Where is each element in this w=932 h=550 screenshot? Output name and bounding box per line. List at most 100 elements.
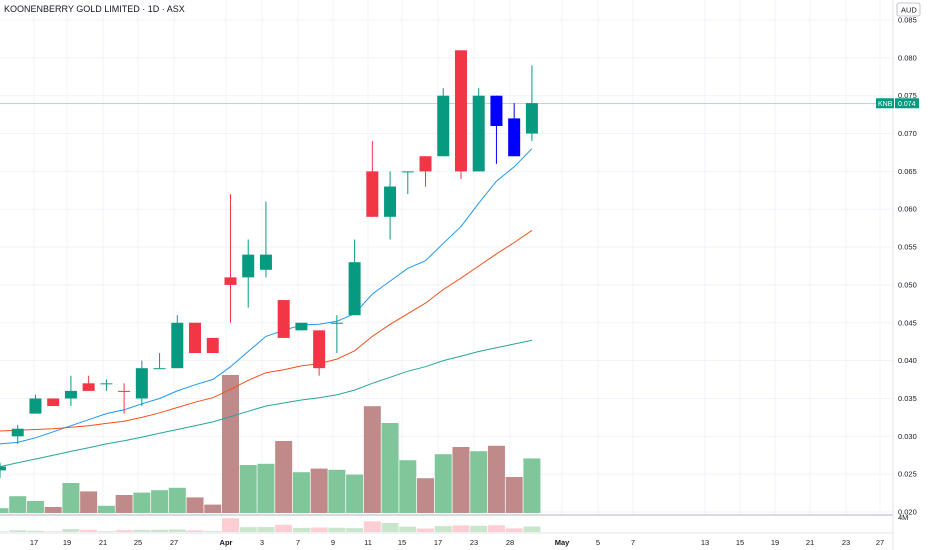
candle-body — [29, 398, 42, 414]
candle-body — [135, 368, 148, 399]
candle-body — [189, 322, 202, 354]
candle-body — [348, 262, 361, 316]
time-tick-label: 15 — [736, 538, 744, 547]
candles — [0, 50, 538, 478]
candle — [189, 322, 202, 354]
candle — [366, 141, 379, 217]
candle — [313, 330, 326, 376]
price-axis[interactable]: 0.085 0.080 0.075 0.070 0.065 0.060 0.055 0.050… — [898, 16, 917, 517]
sub-volume-bar — [26, 530, 44, 532]
time-tick-label: 15 — [398, 538, 406, 547]
volume-bar — [363, 406, 381, 513]
price-tick-label: 0.030 — [898, 432, 917, 441]
candle-body — [82, 383, 95, 391]
currency-box[interactable] — [896, 2, 921, 17]
volume-bar — [523, 458, 541, 513]
candle — [490, 95, 503, 164]
time-tick-label: 27 — [876, 538, 884, 547]
candle — [419, 156, 432, 187]
price-tick-label: 0.085 — [898, 16, 917, 25]
candle-body — [330, 322, 343, 324]
candle — [206, 337, 219, 354]
sub-volume-bar — [292, 527, 310, 532]
time-tick-label: 21 — [99, 538, 107, 547]
candle-body — [508, 118, 521, 157]
sub-volume-bar — [257, 527, 275, 532]
volume-sub-pane — [0, 518, 541, 532]
sub-volume-bar — [80, 529, 98, 532]
price-tick-label: 0.060 — [898, 205, 917, 214]
volume-bar — [381, 423, 399, 513]
candle-body — [224, 277, 237, 285]
volume-bar — [452, 447, 470, 513]
time-tick-label: 19 — [63, 538, 71, 547]
volume-bar — [292, 472, 310, 513]
time-tick-label: 23 — [470, 538, 478, 547]
price-tick-label: 0.035 — [898, 394, 917, 403]
candle-body — [472, 95, 485, 172]
candle — [153, 353, 166, 370]
candle-body — [313, 330, 326, 369]
time-tick-label: May — [555, 538, 570, 547]
sub-volume-bar — [310, 527, 328, 532]
time-tick-label: 19 — [771, 538, 779, 547]
candle-body — [118, 390, 131, 392]
price-tag-text: 0.074 — [898, 101, 916, 108]
candle-body — [0, 466, 6, 471]
candle — [82, 375, 95, 391]
time-tick-label: 5 — [596, 538, 600, 547]
candle-body — [419, 156, 432, 172]
chart-title: KOONENBERRY GOLD LIMITED · 1D · ASX — [4, 4, 185, 14]
volume-bar — [434, 454, 452, 513]
time-tick-label: 17 — [434, 538, 442, 547]
volume-bar — [115, 495, 133, 513]
volume-bar — [62, 483, 80, 513]
candle-body — [295, 322, 308, 331]
price-tick-label: 0.025 — [898, 470, 917, 479]
time-tick-label: 17 — [30, 538, 38, 547]
time-tick-label: 27 — [170, 538, 178, 547]
sub-volume-bar — [363, 521, 381, 532]
candle-body — [47, 398, 60, 407]
candle-body — [437, 95, 450, 157]
candle-body — [206, 337, 219, 354]
time-tick-label: 7 — [296, 538, 300, 547]
volume-bar — [26, 501, 44, 513]
candle-body — [259, 254, 272, 270]
candle — [384, 171, 397, 240]
candle — [525, 65, 538, 142]
candle — [171, 315, 184, 369]
price-tick-label: 0.055 — [898, 243, 917, 252]
candle — [64, 375, 77, 407]
candle — [47, 398, 60, 407]
price-tick-label: 0.065 — [898, 167, 917, 176]
candle-body — [366, 171, 379, 217]
volume-bar — [328, 469, 346, 513]
candle-body — [384, 186, 397, 217]
candle — [118, 383, 131, 414]
volume-bar — [44, 507, 62, 513]
candle — [295, 322, 308, 331]
sub-volume-bar — [168, 529, 186, 532]
candle — [401, 171, 414, 195]
sub-volume-bar — [275, 524, 293, 532]
volume-bar — [470, 451, 488, 513]
candle-body — [153, 368, 166, 370]
volume-bar — [0, 508, 9, 513]
candle — [330, 315, 343, 354]
price-tick-label: 0.050 — [898, 280, 917, 289]
volume-bar — [133, 492, 151, 513]
volume-bar — [168, 487, 186, 513]
sub-volume-bar — [44, 531, 62, 532]
time-axis[interactable]: 17 19 21 25 27 Apr 3 7 9 11 15 17 23 28 May 5 7 13 15 19 21 2… — [30, 538, 884, 547]
volume-bar — [97, 505, 115, 513]
price-tick-label: 0.080 — [898, 53, 917, 62]
candle — [472, 88, 485, 172]
time-tick-label: 13 — [701, 538, 709, 547]
candle-body — [171, 322, 184, 369]
candle-body — [277, 300, 290, 338]
candle — [437, 88, 450, 157]
volume-bar — [417, 478, 435, 513]
candle-body — [242, 254, 255, 278]
